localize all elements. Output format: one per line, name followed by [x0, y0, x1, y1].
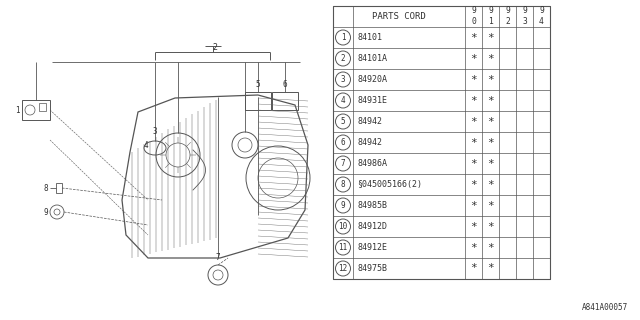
- Text: 84986A: 84986A: [357, 159, 387, 168]
- Text: *: *: [470, 75, 477, 84]
- Text: *: *: [487, 75, 494, 84]
- Text: 84101: 84101: [357, 33, 382, 42]
- Text: *: *: [487, 95, 494, 106]
- Text: *: *: [487, 180, 494, 189]
- Text: *: *: [487, 116, 494, 126]
- Text: 1: 1: [15, 106, 20, 115]
- Text: 5: 5: [340, 117, 346, 126]
- Text: *: *: [487, 158, 494, 169]
- Text: 6: 6: [340, 138, 346, 147]
- Text: 4: 4: [539, 17, 544, 26]
- Text: *: *: [470, 180, 477, 189]
- Text: *: *: [470, 95, 477, 106]
- Text: 84985B: 84985B: [357, 201, 387, 210]
- Text: 84931E: 84931E: [357, 96, 387, 105]
- Text: 4: 4: [143, 140, 148, 149]
- Text: 84920A: 84920A: [357, 75, 387, 84]
- Bar: [22, 100, 50, 120]
- Text: *: *: [487, 221, 494, 231]
- Text: *: *: [470, 201, 477, 211]
- Bar: [333, 6, 550, 279]
- Text: *: *: [487, 201, 494, 211]
- Text: 2: 2: [340, 54, 346, 63]
- Bar: [39, 103, 46, 111]
- Text: 2: 2: [212, 43, 218, 52]
- Text: 84942: 84942: [357, 117, 382, 126]
- Text: 11: 11: [339, 243, 348, 252]
- Text: *: *: [470, 116, 477, 126]
- Text: §045005166(2): §045005166(2): [357, 180, 422, 189]
- Bar: [245, 92, 271, 110]
- Text: 1: 1: [488, 17, 493, 26]
- Bar: [56, 183, 62, 193]
- Text: 4: 4: [340, 96, 346, 105]
- Text: *: *: [470, 263, 477, 274]
- Text: 9: 9: [488, 6, 493, 15]
- Text: 3: 3: [153, 127, 157, 136]
- Text: 9: 9: [505, 6, 510, 15]
- Text: 9: 9: [522, 6, 527, 15]
- Text: *: *: [470, 158, 477, 169]
- Text: 84975B: 84975B: [357, 264, 387, 273]
- Text: 3: 3: [522, 17, 527, 26]
- Text: 10: 10: [339, 222, 348, 231]
- Text: A841A00057: A841A00057: [582, 303, 628, 312]
- Text: 9: 9: [44, 207, 48, 217]
- Text: 7: 7: [340, 159, 346, 168]
- Text: *: *: [470, 53, 477, 63]
- Text: 9: 9: [471, 6, 476, 15]
- Text: 5: 5: [256, 80, 260, 89]
- Text: 12: 12: [339, 264, 348, 273]
- Text: *: *: [487, 33, 494, 43]
- Text: 84942: 84942: [357, 138, 382, 147]
- Text: *: *: [470, 243, 477, 252]
- Bar: [272, 92, 298, 110]
- Text: *: *: [487, 138, 494, 148]
- Text: *: *: [470, 33, 477, 43]
- Text: 6: 6: [283, 80, 287, 89]
- Text: 84101A: 84101A: [357, 54, 387, 63]
- Text: *: *: [470, 138, 477, 148]
- Text: *: *: [487, 243, 494, 252]
- Text: 7: 7: [216, 253, 220, 262]
- Text: 84912D: 84912D: [357, 222, 387, 231]
- Text: 0: 0: [471, 17, 476, 26]
- Text: *: *: [487, 53, 494, 63]
- Text: PARTS CORD: PARTS CORD: [372, 12, 426, 21]
- Text: *: *: [487, 263, 494, 274]
- Text: 8: 8: [340, 180, 346, 189]
- Text: *: *: [470, 221, 477, 231]
- Text: 3: 3: [340, 75, 346, 84]
- Text: 9: 9: [340, 201, 346, 210]
- Text: 9: 9: [539, 6, 544, 15]
- Text: 2: 2: [505, 17, 510, 26]
- Text: 84912E: 84912E: [357, 243, 387, 252]
- Text: 8: 8: [44, 183, 48, 193]
- Text: 1: 1: [340, 33, 346, 42]
